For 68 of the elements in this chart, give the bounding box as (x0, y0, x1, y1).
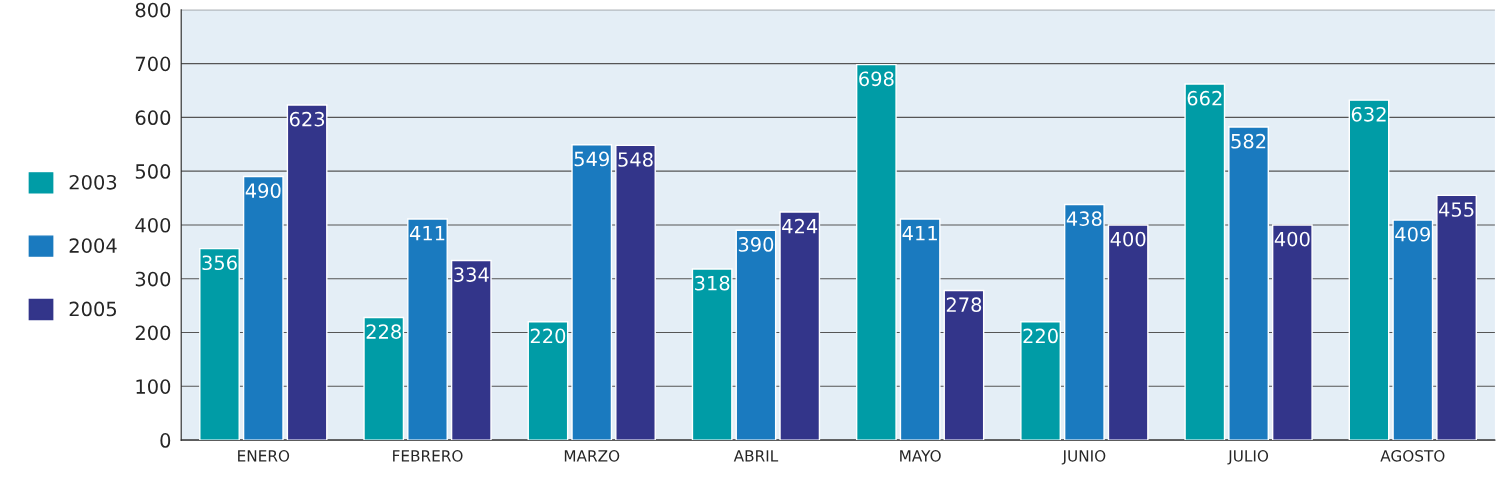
data-label: 228 (366, 324, 401, 339)
x-tick-label: FEBRERO (393, 450, 463, 462)
x-tick-label: AGOSTO (1380, 450, 1445, 462)
data-label: 334 (454, 267, 489, 282)
x-tick-label: MAYO (900, 450, 941, 462)
bar (1436, 194, 1477, 441)
legend-label: 2005 (69, 301, 117, 317)
data-label: 318 (695, 275, 730, 291)
y-tick-label: 0 (160, 433, 171, 448)
data-label: 390 (738, 237, 774, 252)
x-tick-label: ENERO (238, 450, 290, 462)
legend-label: 2003 (69, 174, 117, 190)
data-label: 623 (289, 111, 325, 127)
y-tick-label: 800 (135, 2, 171, 18)
bar (1348, 99, 1390, 441)
bar (571, 144, 613, 441)
bar (242, 175, 284, 441)
bar (450, 259, 492, 441)
data-label: 438 (1066, 211, 1102, 227)
bar (1063, 203, 1105, 441)
bar (899, 218, 941, 441)
bar (943, 289, 985, 441)
data-label: 411 (902, 226, 937, 241)
bar (1184, 83, 1226, 441)
y-tick-label: 500 (135, 164, 171, 179)
data-label: 549 (574, 151, 609, 167)
legend-label: 2004 (69, 238, 117, 253)
y-tick-label: 400 (135, 217, 171, 233)
data-label: 424 (782, 218, 818, 234)
data-label: 455 (1438, 202, 1474, 217)
bar (735, 229, 777, 441)
y-tick-label: 300 (135, 271, 171, 287)
bar (527, 321, 569, 441)
bar (407, 218, 448, 441)
y-tick-label: 200 (135, 325, 171, 341)
bar (779, 211, 821, 441)
bar (691, 268, 733, 441)
data-label: 400 (1110, 231, 1146, 247)
data-label: 411 (409, 226, 445, 241)
bar (1228, 126, 1269, 441)
bar (363, 316, 405, 441)
bar (1271, 224, 1313, 441)
bar (199, 247, 240, 441)
bar (1020, 321, 1061, 441)
y-tick-label: 600 (135, 110, 171, 126)
x-tick-label: JULIO (1227, 450, 1269, 465)
bar (1107, 224, 1149, 441)
data-label: 632 (1351, 106, 1386, 122)
bar (855, 63, 897, 441)
y-tick-label: 100 (136, 379, 171, 394)
data-label: 490 (245, 183, 281, 199)
bar (286, 104, 328, 441)
x-tick-label: MARZO (564, 450, 620, 462)
x-tick-label: ABRIL (733, 450, 779, 462)
x-tick-label: JUNIO (1061, 450, 1106, 465)
bar (1392, 219, 1434, 441)
data-label: 698 (859, 71, 894, 87)
bar (615, 144, 656, 441)
data-label: 220 (530, 328, 566, 344)
data-label: 400 (1274, 231, 1310, 247)
data-label: 278 (946, 297, 982, 313)
data-label: 662 (1187, 90, 1222, 106)
y-tick-label: 700 (135, 56, 171, 72)
data-label: 409 (1395, 226, 1430, 242)
data-label: 582 (1231, 133, 1266, 149)
data-label: 356 (202, 255, 237, 271)
data-label: 220 (1023, 328, 1058, 344)
data-label: 548 (618, 152, 653, 167)
